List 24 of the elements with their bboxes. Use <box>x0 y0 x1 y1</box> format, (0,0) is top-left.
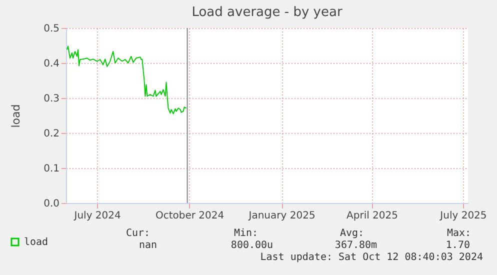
legend-label: load <box>24 237 48 248</box>
text: 1.70 <box>446 240 470 251</box>
text: Max: <box>446 228 472 239</box>
y-tick-label: 0.4 <box>44 58 60 70</box>
line-series <box>66 46 187 114</box>
text: Cur: <box>126 228 150 239</box>
text: Min: <box>234 228 258 239</box>
y-axis-title: load <box>10 104 23 128</box>
x-tick-label: July 2025 <box>439 210 487 222</box>
chart-title: Load average - by year <box>192 5 343 20</box>
x-tick-label: October 2024 <box>155 210 224 222</box>
y-tick-label: 0.2 <box>44 128 60 140</box>
text: Avg: <box>340 228 364 239</box>
y-tick-label: 0.0 <box>44 198 60 210</box>
y-tick-label: 0.3 <box>44 94 60 104</box>
y-tick-label: 0.1 <box>44 164 60 174</box>
text: Last update: Sat Oct 12 08:40:03 2024 <box>260 252 483 263</box>
y-tick-label: 0.5 <box>44 24 60 34</box>
text: 800.00u <box>230 240 274 251</box>
x-tick-label: January 2025 <box>248 210 316 222</box>
x-tick-label: April 2025 <box>346 210 398 222</box>
text: 367.80m <box>334 240 378 251</box>
text: nan <box>138 240 158 251</box>
x-tick-label: July 2024 <box>73 210 121 222</box>
